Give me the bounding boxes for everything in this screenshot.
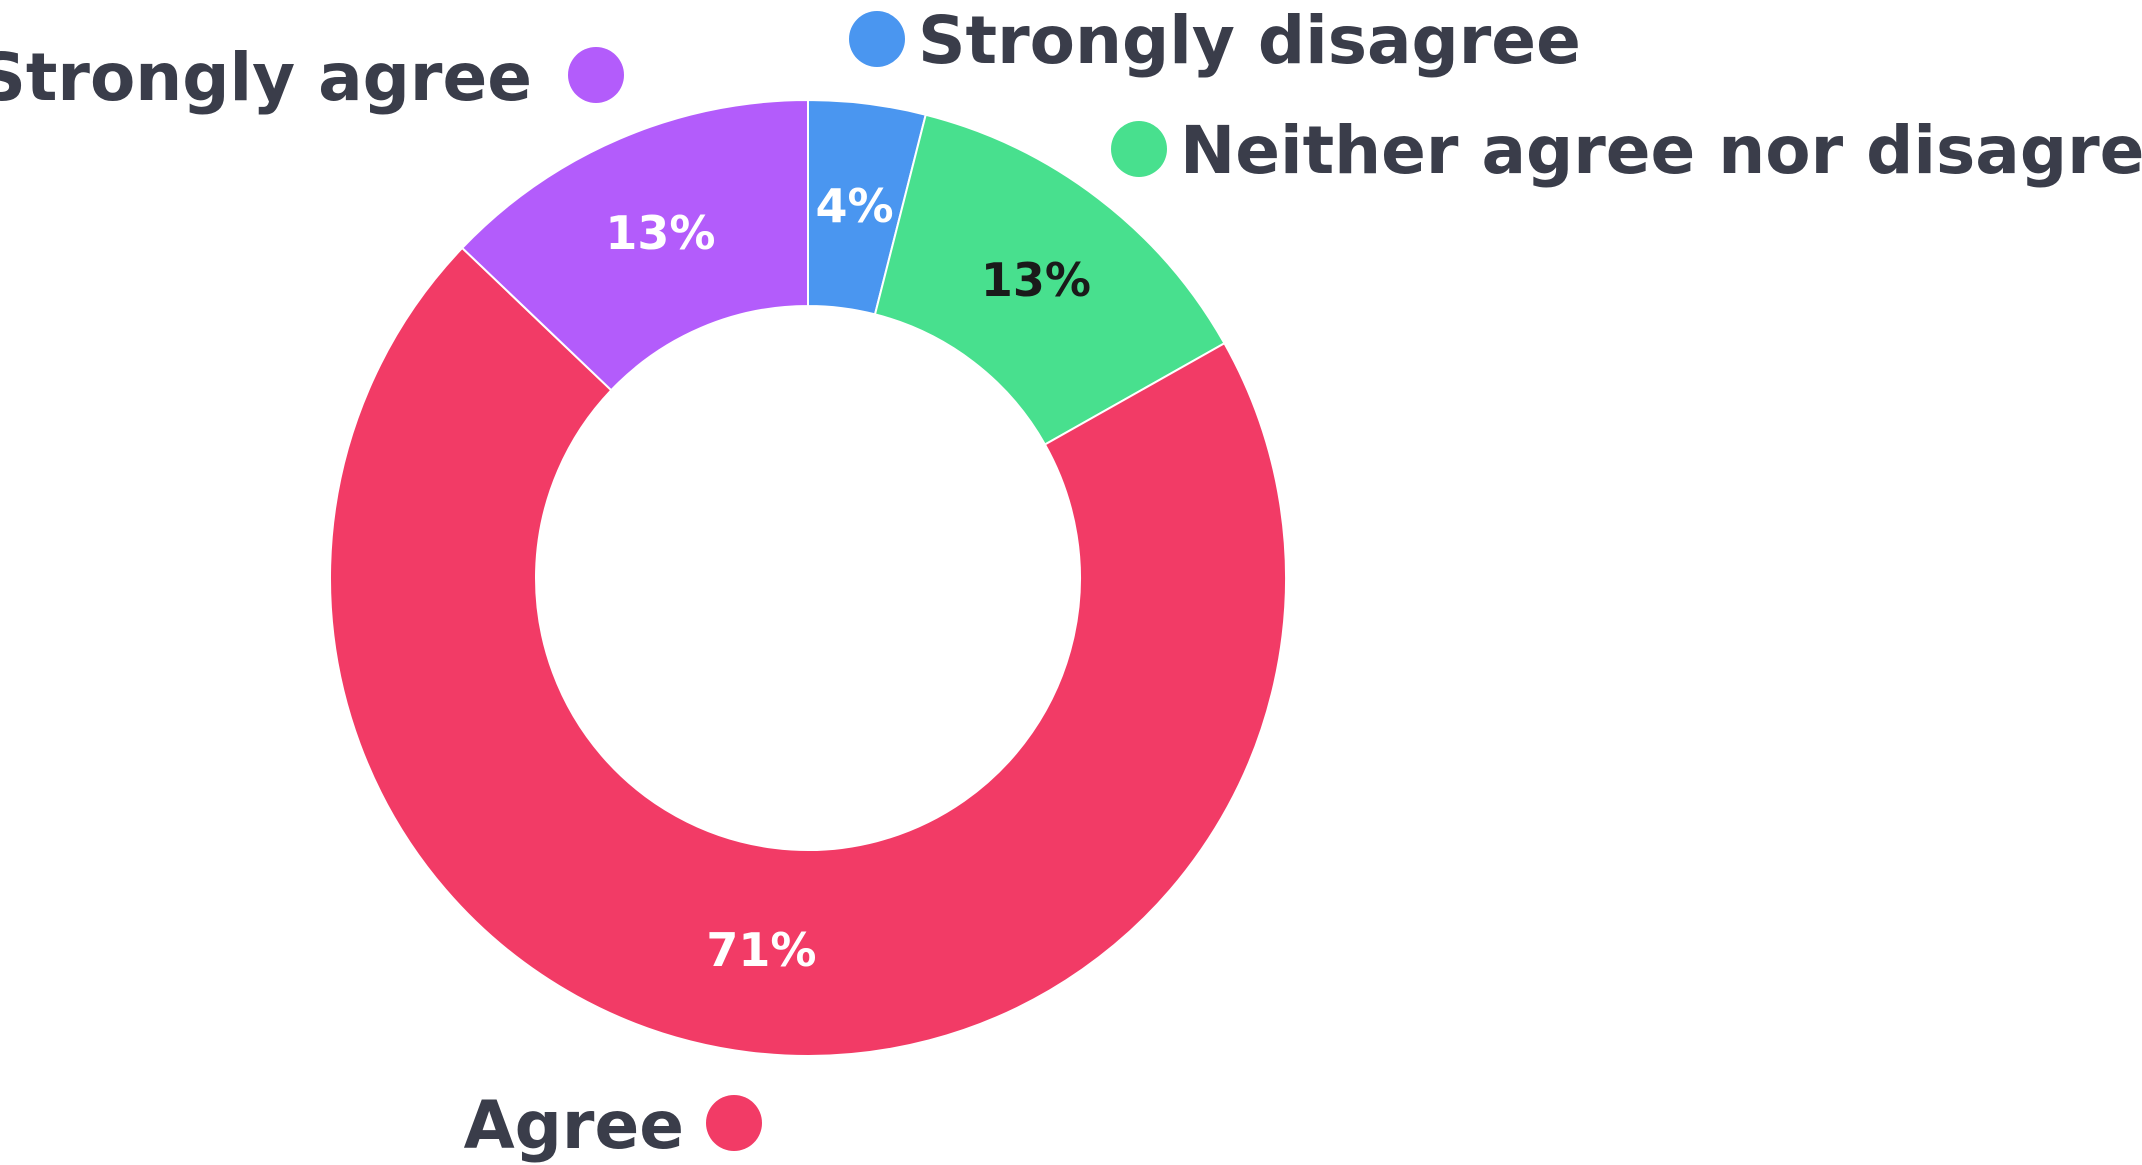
legend-entry-strongly-agree: Strongly agree bbox=[0, 39, 624, 116]
legend-marker-neither bbox=[1111, 121, 1167, 177]
legend-label-agree: Agree bbox=[464, 1087, 684, 1164]
legend-label-strongly-agree: Strongly agree bbox=[0, 39, 532, 116]
slice-label-agree: 71% bbox=[706, 923, 816, 977]
slice-neither-agree-nor-disagree bbox=[873, 113, 1226, 446]
slice-agree bbox=[329, 246, 1287, 1057]
legend-marker-strongly-agree bbox=[568, 47, 624, 103]
legend-label-neither: Neither agree nor disagree bbox=[1180, 112, 2142, 189]
slice-labels-group: 4% 13% 71% 13% bbox=[605, 179, 1091, 977]
legend-marker-strongly-disagree bbox=[849, 11, 905, 67]
slices-group bbox=[329, 98, 1287, 1057]
legend-marker-agree bbox=[706, 1095, 762, 1151]
legend-entry-agree: Agree bbox=[464, 1087, 762, 1164]
legend-entry-strongly-disagree: Strongly disagree bbox=[849, 2, 1581, 79]
slice-label-strongly-disagree: 4% bbox=[815, 179, 893, 233]
slice-strongly-agree bbox=[460, 98, 809, 392]
slice-label-neither-agree-nor-disagree: 13% bbox=[981, 253, 1091, 307]
slice-label-strongly-agree: 13% bbox=[605, 206, 715, 260]
legend-entry-neither: Neither agree nor disagree bbox=[1111, 112, 2142, 189]
legend-label-strongly-disagree: Strongly disagree bbox=[918, 2, 1581, 79]
